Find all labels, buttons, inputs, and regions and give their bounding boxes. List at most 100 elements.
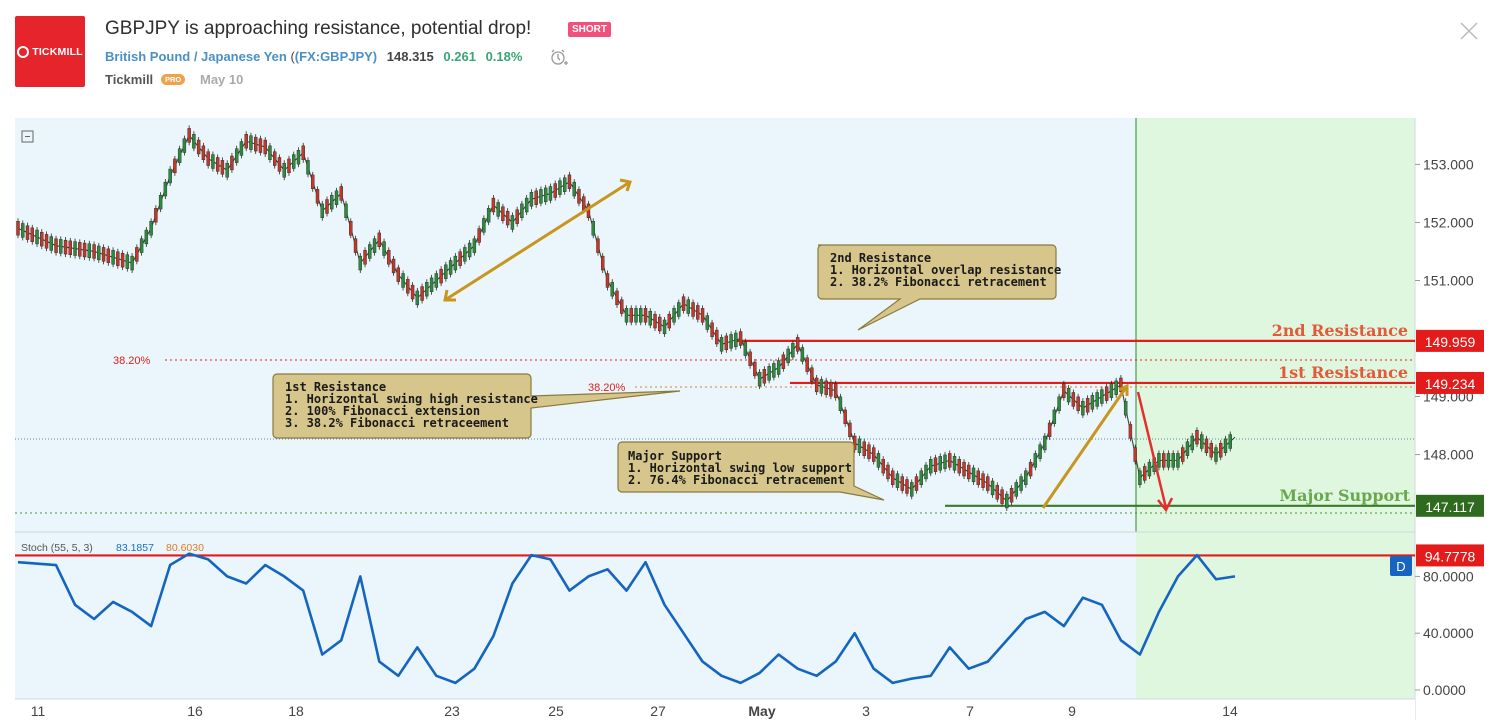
candle-body — [662, 319, 667, 335]
candle-body — [1043, 435, 1047, 451]
alarm-clock-icon[interactable] — [549, 48, 569, 68]
candle-body — [710, 322, 714, 337]
level-name-label: 1st Resistance — [1278, 363, 1408, 382]
price-series — [17, 134, 1236, 502]
price-axis[interactable] — [1415, 118, 1484, 720]
candle-body — [1090, 395, 1095, 410]
candle-body — [1109, 383, 1114, 398]
candle-body — [1142, 466, 1147, 481]
candle-body — [353, 238, 358, 253]
candle-body — [59, 239, 63, 254]
candle-body — [591, 221, 595, 236]
candle-body — [615, 290, 619, 306]
candle-body — [867, 444, 871, 459]
candle-body — [553, 183, 557, 198]
candle-body — [68, 240, 72, 256]
candle-body — [106, 248, 111, 263]
candle-body — [715, 329, 719, 345]
time-tick-label: 16 — [187, 703, 203, 719]
candle-body — [258, 138, 263, 153]
candle-body — [1161, 453, 1166, 468]
ticker-link[interactable]: ((FX:GBPJPY) — [290, 49, 378, 64]
candle-body — [463, 247, 467, 262]
period-badge[interactable] — [1390, 556, 1412, 576]
candle-body — [943, 454, 947, 469]
candle-body — [249, 135, 253, 150]
callout-2nd-resistance[interactable]: 2nd Resistance 1. Horizontal overlap res… — [817, 244, 1068, 331]
candle-body — [30, 227, 34, 242]
short-badge: SHORT — [568, 22, 611, 37]
close-icon[interactable] — [1458, 20, 1480, 42]
candle-body — [1009, 488, 1014, 503]
candle-body — [1076, 396, 1080, 411]
candle-body — [1114, 380, 1118, 395]
candle-body — [876, 453, 881, 468]
callout-1st-resistance[interactable]: 1st Resistance 1. Horizontal swing high … — [272, 373, 681, 439]
projection-zone — [1136, 118, 1415, 720]
callout-line: 2. 38.2% Fibonacci retracement — [830, 275, 1047, 289]
candle-body — [1166, 453, 1171, 468]
candle-body — [914, 476, 919, 491]
symbol-name-link[interactable]: British Pound / Japanese Yen — [105, 49, 287, 64]
time-tick-label: 18 — [288, 703, 304, 719]
price-tick-label: 148.000 — [1423, 447, 1474, 463]
candle-body — [35, 229, 39, 245]
candle-body — [933, 457, 938, 472]
candle-body — [776, 360, 781, 375]
candle-body — [572, 181, 576, 197]
candle-body — [273, 151, 277, 166]
candle-body — [505, 210, 510, 226]
candle-body — [639, 308, 643, 323]
candle-body — [415, 290, 420, 306]
candle-body — [1219, 443, 1223, 458]
candle-body — [372, 238, 377, 253]
candle-body — [215, 157, 220, 172]
level-price-label: 149.234 — [1425, 376, 1476, 392]
time-tick-label: 25 — [548, 703, 564, 719]
stoch-level-label: 94.7778 — [1425, 548, 1476, 564]
candle-body — [253, 136, 258, 152]
level-name-label: Major Support — [1279, 486, 1410, 505]
candle-body — [177, 148, 182, 163]
candle-body — [1171, 453, 1175, 468]
time-tick-label: 9 — [1068, 703, 1076, 719]
candle-body — [382, 241, 386, 256]
candle-body — [786, 348, 790, 364]
time-axis[interactable] — [15, 699, 1415, 720]
candle-body — [1057, 396, 1061, 411]
candle-body — [1062, 383, 1066, 398]
candle-body — [325, 199, 329, 214]
time-tick-label: 3 — [862, 703, 870, 719]
candle-body — [548, 186, 553, 201]
candle-body — [111, 250, 115, 265]
candle-body — [387, 250, 391, 265]
stoch-label: Stoch (55, 5, 3) — [21, 542, 93, 554]
candle-body — [1104, 386, 1109, 401]
candle-body — [938, 456, 942, 471]
candle-body — [848, 422, 852, 438]
candle-body — [363, 250, 367, 265]
candle-body — [772, 363, 776, 378]
time-tick-label: 27 — [650, 703, 666, 719]
candle-body — [263, 139, 267, 155]
candle-body — [886, 464, 890, 480]
tickmill-logo[interactable]: TICKMILL — [15, 16, 85, 87]
author-link[interactable]: Tickmill — [105, 72, 154, 87]
candle-body — [130, 255, 134, 271]
candle-body — [524, 197, 529, 213]
collapse-icon[interactable] — [21, 130, 34, 143]
candle-body — [562, 177, 567, 192]
stoch-line — [17, 552, 1236, 685]
candle-body — [800, 347, 805, 362]
pro-badge: PRO — [161, 74, 186, 85]
candle-body — [1047, 422, 1052, 438]
candle-body — [857, 438, 862, 454]
callout-major-support[interactable]: Major Support 1. Horizontal swing low su… — [617, 441, 885, 501]
candle-body — [734, 332, 738, 348]
candle-body — [819, 379, 824, 394]
candle-body — [101, 247, 106, 262]
candle-body — [781, 354, 786, 369]
candle-body — [420, 286, 424, 301]
candle-body — [458, 251, 462, 266]
